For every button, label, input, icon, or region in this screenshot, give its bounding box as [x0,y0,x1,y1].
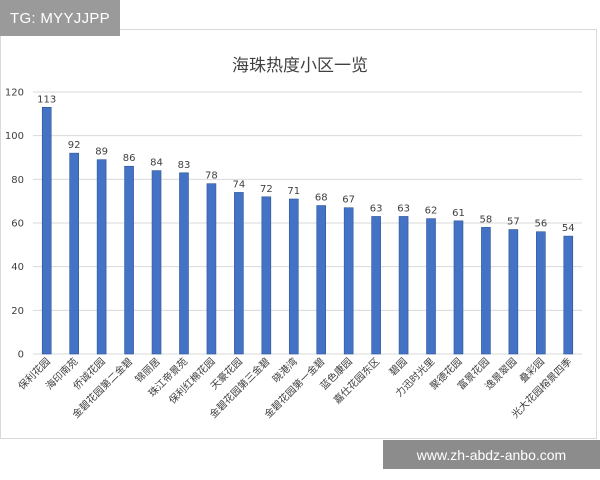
gridlines [33,91,582,355]
data-label: 63 [370,203,383,214]
y-tick-label: 60 [11,219,24,230]
bar [124,165,134,355]
bar [563,235,574,355]
data-label: 63 [397,203,410,214]
x-tick-label: 嘉仕花园东区 [331,355,383,407]
data-label: 67 [342,195,355,206]
data-label: 61 [452,208,465,219]
bar [96,159,107,355]
bar [206,183,217,355]
y-tick-label: 80 [11,175,24,186]
data-labels: 113 92 89 86 84 83 78 74 72 71 68 67 63 63 62 61 58 57 56 5… [37,94,574,234]
watermark-site: www.zh-abdz-anbo.com [383,440,600,469]
bar [41,106,52,355]
x-tick-label: 碧园 [387,356,410,379]
x-tick-label: 保利红棉花园 [166,355,218,407]
data-label: 72 [260,184,273,195]
data-label: 56 [534,219,547,230]
bar [536,231,546,355]
data-label: 86 [123,153,136,164]
bar [371,216,381,355]
data-label: 58 [480,214,493,225]
bar [151,170,162,355]
data-label: 54 [562,223,575,234]
data-label: 71 [287,186,300,197]
y-tick-label: 20 [11,306,24,317]
bar [398,216,409,355]
data-label: 92 [68,140,81,151]
y-tick-label: 0 [18,350,24,361]
data-label: 84 [150,158,163,169]
bar [343,207,354,355]
x-axis-ticks: 保利花园海印南苑侨诚花园金碧花园第二金碧锦丽居珠江帝景苑保利红棉花园天豪花园金碧… [15,355,574,421]
data-label: 113 [37,94,56,105]
data-label: 83 [178,160,191,171]
data-label: 68 [315,193,328,204]
data-label: 62 [425,206,438,217]
data-label: 78 [205,171,218,182]
chart-title: 海珠热度小区一览 [232,56,368,76]
bar [481,227,491,355]
y-tick-label: 40 [11,262,24,273]
y-axis-ticks: 0 20 40 60 80 100 120 [5,88,24,361]
bar [508,229,519,355]
data-label: 89 [95,147,108,158]
bars [41,106,574,355]
bar [69,152,79,355]
bar [234,192,244,355]
y-tick-label: 120 [5,88,24,99]
bar [316,205,327,355]
y-tick-label: 100 [5,131,24,142]
bar [261,196,272,355]
watermark-tag: TG: MYYJJPP [0,0,120,36]
data-label: 57 [507,217,520,228]
data-label: 74 [233,179,246,190]
bar [453,220,464,355]
bar [426,218,436,355]
bar [179,172,189,355]
bar [288,198,299,355]
